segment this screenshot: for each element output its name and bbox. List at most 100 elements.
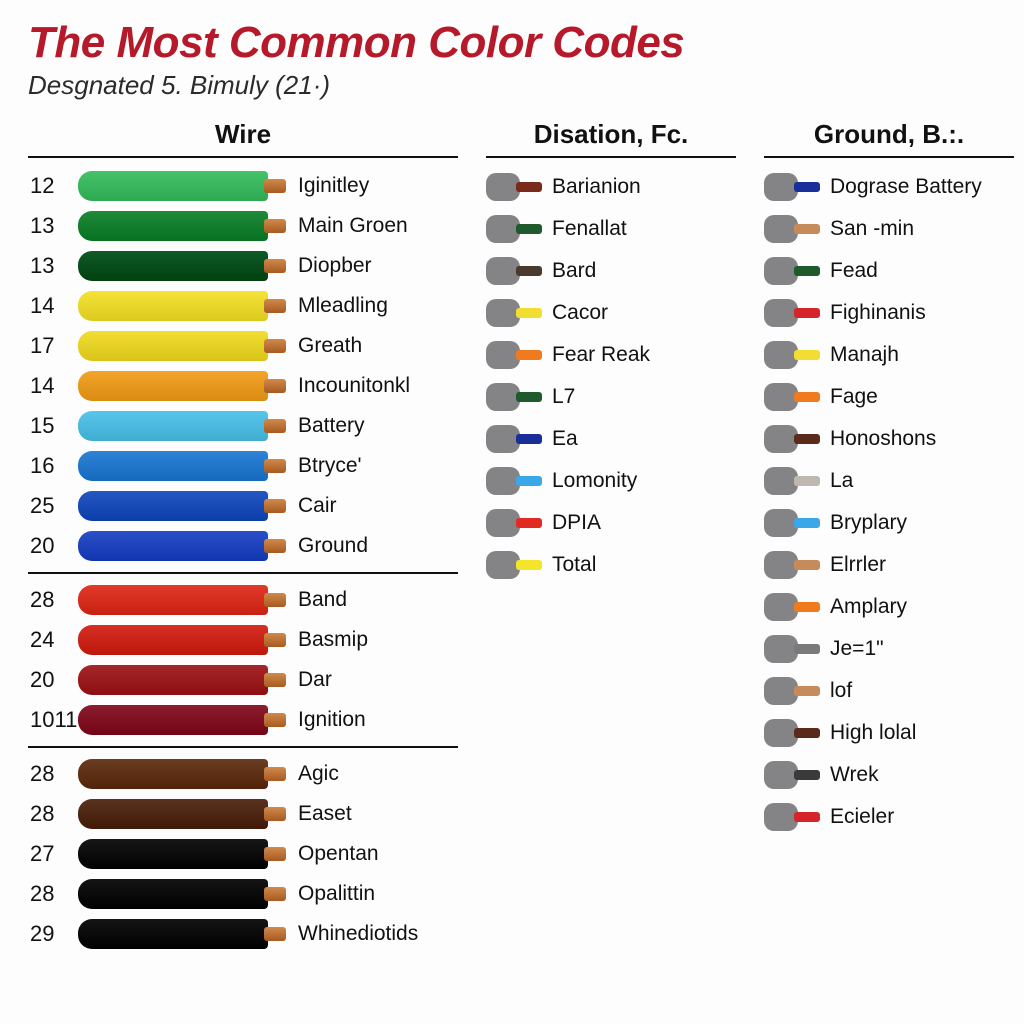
wire-body-icon: [78, 371, 268, 401]
column-disation: Disation, Fc. BarianionFenallatBardCacor…: [486, 119, 736, 586]
connector-icon: [764, 509, 798, 537]
tag-label: Bryplary: [830, 511, 907, 535]
connector-icon: [764, 173, 798, 201]
wire-row: 12Iginitley: [28, 166, 458, 206]
tag-label: High lolal: [830, 721, 916, 745]
connector-icon: [486, 215, 520, 243]
page-title: The Most Common Color Codes: [28, 18, 996, 68]
wire-number: 15: [28, 413, 78, 439]
wire-label: Mleadling: [298, 294, 388, 318]
tag-row: Ea: [486, 418, 736, 460]
tag-row: High lolal: [764, 712, 1014, 754]
tag-label: Honoshons: [830, 427, 936, 451]
tag-label: Manajh: [830, 343, 899, 367]
wire-label: Ground: [298, 534, 368, 558]
connector-icon: [764, 677, 798, 705]
wire-body-icon: [78, 839, 268, 869]
wire-label: Incounitonkl: [298, 374, 410, 398]
tag-row: Lomonity: [486, 460, 736, 502]
page-subtitle: Desgnated 5. Bimuly (21·): [28, 70, 996, 101]
wire-body-icon: [78, 665, 268, 695]
column-ground: Ground, B.:. Dograse BatterySan -minFead…: [764, 119, 1014, 838]
wire-body-icon: [78, 331, 268, 361]
wire-row: 28Opalittin: [28, 874, 458, 914]
wire-label: Btryce': [298, 454, 362, 478]
tag-row: Ecieler: [764, 796, 1014, 838]
tag-row: Dograse Battery: [764, 166, 1014, 208]
tag-label: La: [830, 469, 853, 493]
tag-row: Manajh: [764, 334, 1014, 376]
tag-row: La: [764, 460, 1014, 502]
wire-number: 17: [28, 333, 78, 359]
connector-icon: [486, 509, 520, 537]
connector-icon: [764, 341, 798, 369]
tag-label: Fear Reak: [552, 343, 650, 367]
tag-label: Fenallat: [552, 217, 627, 241]
tag-row: Elrrler: [764, 544, 1014, 586]
connector-icon: [764, 383, 798, 411]
wire-row: 20 Ground: [28, 526, 458, 566]
tag-label: Fighinanis: [830, 301, 926, 325]
wire-row: 28 Easet: [28, 794, 458, 834]
connector-icon: [764, 425, 798, 453]
connector-icon: [486, 299, 520, 327]
connector-icon: [486, 383, 520, 411]
connector-icon: [764, 551, 798, 579]
tag-label: lof: [830, 679, 852, 703]
wire-row: 27Opentan: [28, 834, 458, 874]
column-wire: Wire 12Iginitley13Main Groen13Diopber14M…: [28, 119, 458, 966]
wire-label: Iginitley: [298, 174, 369, 198]
tag-label: Ecieler: [830, 805, 894, 829]
tag-label: Total: [552, 553, 596, 577]
tag-label: Elrrler: [830, 553, 886, 577]
wire-label: Battery: [298, 414, 365, 438]
wire-number: 20: [28, 533, 78, 559]
tag-row: Honoshons: [764, 418, 1014, 460]
wire-number: 24: [28, 627, 78, 653]
wire-row: 1011Ignition: [28, 700, 458, 740]
tag-row: DPIA: [486, 502, 736, 544]
wire-row: 24Basmip: [28, 620, 458, 660]
wire-number: 28: [28, 801, 78, 827]
wire-number: 20: [28, 667, 78, 693]
wire-row: 20Dar: [28, 660, 458, 700]
wire-row: 14 Incounitonkl: [28, 366, 458, 406]
wire-body-icon: [78, 411, 268, 441]
tag-label: Je=1": [830, 637, 884, 661]
wire-body-icon: [78, 451, 268, 481]
tag-row: San -min: [764, 208, 1014, 250]
wire-label: Greath: [298, 334, 362, 358]
wire-label: Opalittin: [298, 882, 375, 906]
wire-row: 25Cair: [28, 486, 458, 526]
wire-label: Easet: [298, 802, 352, 826]
tag-label: Lomonity: [552, 469, 637, 493]
tag-label: Barianion: [552, 175, 641, 199]
wire-body-icon: [78, 919, 268, 949]
tag-label: Dograse Battery: [830, 175, 982, 199]
tag-row: Wrek: [764, 754, 1014, 796]
connector-icon: [486, 551, 520, 579]
wire-row: 13Diopber: [28, 246, 458, 286]
tag-label: Amplary: [830, 595, 907, 619]
connector-icon: [764, 803, 798, 831]
wire-body-icon: [78, 879, 268, 909]
tag-row: Fead: [764, 250, 1014, 292]
wire-body-icon: [78, 799, 268, 829]
connector-icon: [764, 467, 798, 495]
wire-number: 27: [28, 841, 78, 867]
tag-label: DPIA: [552, 511, 601, 535]
wire-number: 14: [28, 373, 78, 399]
columns-container: Wire 12Iginitley13Main Groen13Diopber14M…: [28, 119, 996, 966]
connector-icon: [764, 299, 798, 327]
tag-row: Bryplary: [764, 502, 1014, 544]
wire-number: 1011: [28, 707, 78, 733]
wire-label: Main Groen: [298, 214, 408, 238]
connector-icon: [486, 341, 520, 369]
wire-label: Whinediotids: [298, 922, 418, 946]
tag-row: lof: [764, 670, 1014, 712]
tag-row: L7: [486, 376, 736, 418]
wire-label: Cair: [298, 494, 337, 518]
wire-body-icon: [78, 171, 268, 201]
wire-body-icon: [78, 705, 268, 735]
wire-number: 29: [28, 921, 78, 947]
